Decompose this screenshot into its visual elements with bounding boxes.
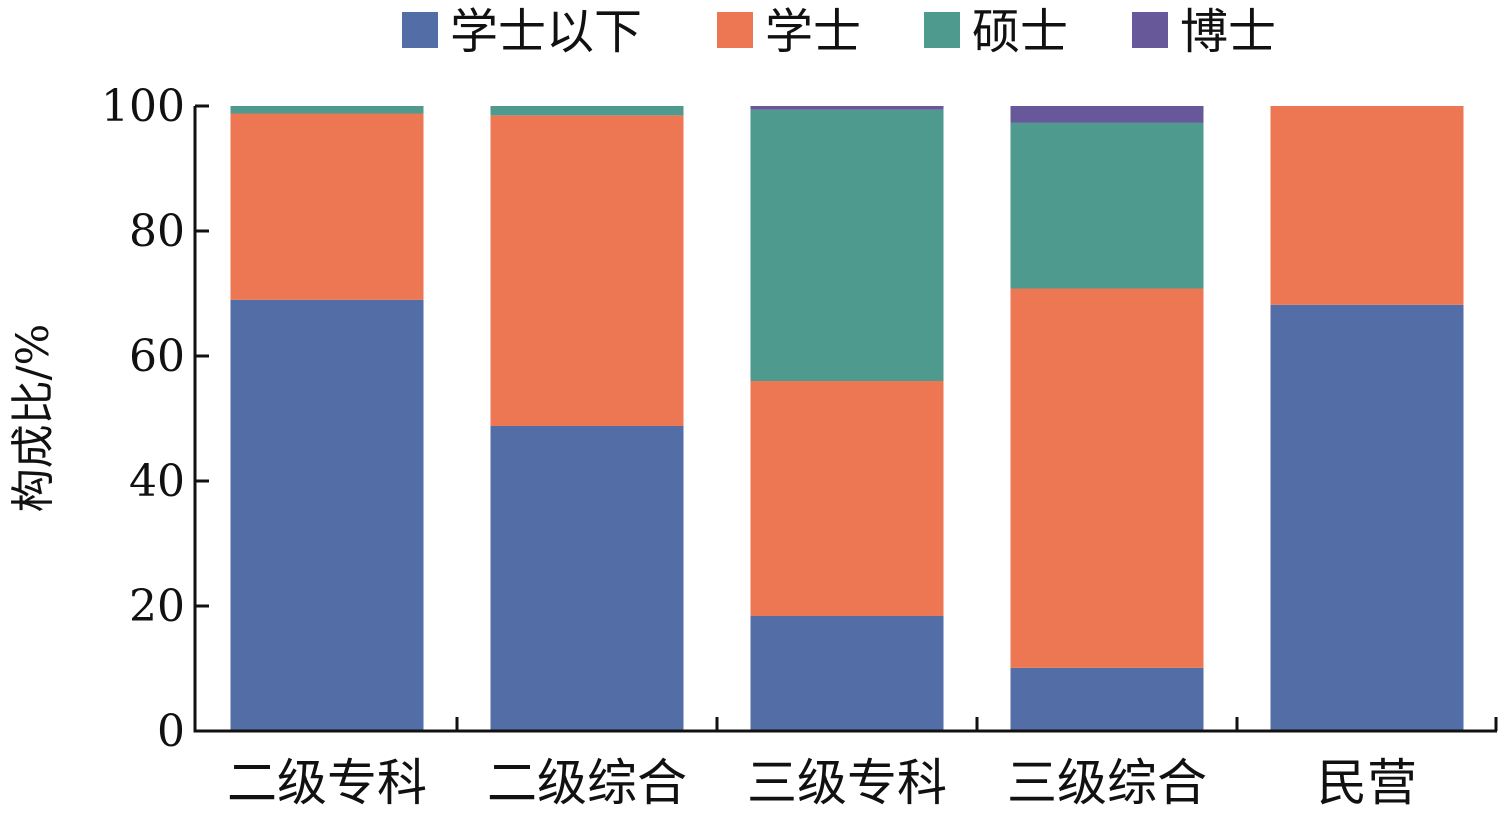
bar-segment-4-2 xyxy=(1010,288,1204,668)
bar-segment-2-1 xyxy=(490,426,684,731)
bar-segment-3-4 xyxy=(750,106,944,110)
x-category-label-5: 民营 xyxy=(1317,754,1417,812)
y-tick-label-40: 40 xyxy=(129,456,185,507)
bar-segment-4-4 xyxy=(1010,106,1204,123)
bar-segment-1-1 xyxy=(230,299,424,731)
y-tick-label-60: 60 xyxy=(129,331,185,382)
bar-segment-1-2 xyxy=(230,113,424,300)
bar-segment-2-2 xyxy=(490,115,684,426)
legend-swatch-2 xyxy=(717,12,753,48)
bar-segment-4-3 xyxy=(1010,122,1204,289)
y-tick-label-100: 100 xyxy=(101,81,185,132)
bar-segment-3-3 xyxy=(750,109,944,381)
axes xyxy=(193,106,1498,733)
bar-segment-4-1 xyxy=(1010,667,1204,731)
legend-label-2: 学士 xyxy=(765,4,861,60)
bar-segment-5-1 xyxy=(1270,304,1464,731)
x-category-label-2: 二级综合 xyxy=(487,754,687,812)
x-category-label-4: 三级综合 xyxy=(1007,754,1207,812)
y-tick-label-0: 0 xyxy=(157,706,185,757)
x-categories: 二级专科 二级综合 三级专科 三级综合 民营 xyxy=(227,754,1417,812)
legend-label-1: 学士以下 xyxy=(450,4,642,60)
bar-segment-3-1 xyxy=(750,616,944,731)
x-category-label-1: 二级专科 xyxy=(227,754,427,812)
bar-segment-3-2 xyxy=(750,381,944,616)
legend-swatch-4 xyxy=(1132,12,1168,48)
legend-label-3: 硕士 xyxy=(972,4,1068,60)
bar-segment-5-2 xyxy=(1270,106,1464,305)
legend-swatch-3 xyxy=(924,12,960,48)
bars xyxy=(230,106,1464,731)
legend-label-4: 博士 xyxy=(1180,4,1276,60)
y-tick-label-20: 20 xyxy=(129,581,185,632)
legend: 学士以下 学士 硕士 博士 xyxy=(402,4,1276,60)
y-ticks: 0 20 40 60 80 100 xyxy=(101,81,209,757)
bar-segment-1-3 xyxy=(230,106,424,114)
bar-segment-2-3 xyxy=(490,106,684,116)
legend-swatch-1 xyxy=(402,12,438,48)
y-axis-label: 构成比/% xyxy=(8,324,59,513)
x-category-label-3: 三级专科 xyxy=(747,754,947,812)
y-tick-label-80: 80 xyxy=(129,206,185,257)
